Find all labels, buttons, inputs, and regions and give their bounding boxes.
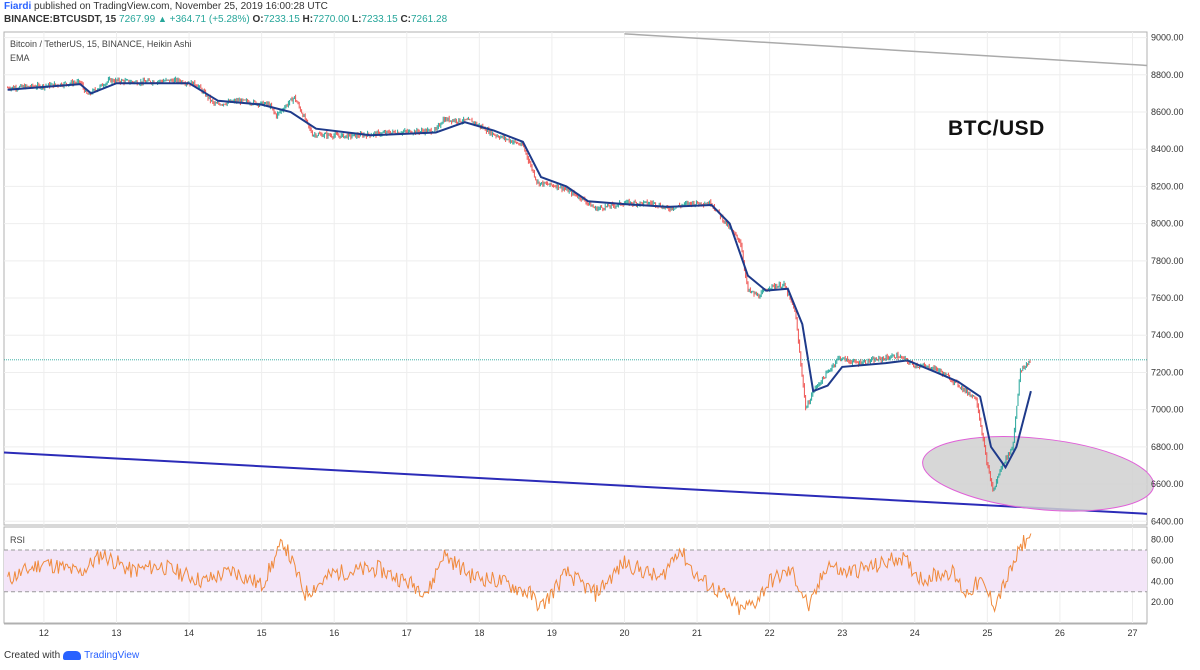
time-tick-label: 22 xyxy=(765,628,775,638)
price-tick-label: 8800.00 xyxy=(1151,70,1184,80)
price-tick-label: 8200.00 xyxy=(1151,181,1184,191)
time-tick-label: 16 xyxy=(329,628,339,638)
rsi-line xyxy=(7,533,1032,616)
trend-line-resistance xyxy=(624,33,1148,67)
rsi-axis[interactable]: 20.00 40.00 60.00 80.00 xyxy=(1151,535,1174,608)
rsi-tick-label: 60.00 xyxy=(1151,555,1174,565)
time-axis[interactable]: 12 13 14 15 16 17 18 19 20 21 22 23 24 25 26 27 xyxy=(4,623,1147,638)
rsi-tick-label: 20.00 xyxy=(1151,597,1174,607)
open-value: 7233.15 xyxy=(263,14,300,25)
rsi-tick-label: 40.00 xyxy=(1151,576,1174,586)
author-link[interactable]: Fiardi xyxy=(4,1,32,12)
high-label: H: xyxy=(302,14,314,25)
price-tick-label: 7200.00 xyxy=(1151,367,1184,377)
highlight-ellipse xyxy=(922,436,1155,512)
time-tick-label: 17 xyxy=(402,628,412,638)
time-tick-label: 26 xyxy=(1055,628,1065,638)
ema-series xyxy=(7,82,1032,470)
price-tick-label: 7400.00 xyxy=(1151,330,1184,340)
time-tick-label: 14 xyxy=(184,628,194,638)
time-tick-label: 25 xyxy=(982,628,992,638)
time-tick-label: 23 xyxy=(837,628,847,638)
ema-line xyxy=(7,82,1032,470)
time-tick-label: 27 xyxy=(1127,628,1137,638)
time-tick-label: 21 xyxy=(692,628,702,638)
price-tick-label: 7000.00 xyxy=(1151,405,1184,415)
tradingview-brand[interactable]: TradingView xyxy=(84,650,140,661)
time-tick-label: 24 xyxy=(910,628,920,638)
time-tick-label: 15 xyxy=(257,628,267,638)
price-tick-label: 9000.00 xyxy=(1151,33,1184,43)
price-change: +364.71 (+5.28%) xyxy=(169,14,250,25)
price-tick-label: 6600.00 xyxy=(1151,479,1184,489)
rsi-tick-label: 80.00 xyxy=(1151,535,1174,545)
time-tick-label: 12 xyxy=(39,628,49,638)
open-label: O: xyxy=(252,14,264,25)
highlight-ellipse-shape xyxy=(922,436,1155,512)
last-price: 7267.99 xyxy=(119,14,156,25)
rsi-series xyxy=(7,533,1032,616)
publish-text: published on TradingView.com, November 2… xyxy=(34,1,328,12)
chart-annotation: BTC/USD xyxy=(948,117,1045,140)
symbol-label[interactable]: BINANCE:BTCUSDT, 15 xyxy=(4,14,117,25)
price-tick-label: 8000.00 xyxy=(1151,219,1184,229)
footer: Created with TradingView xyxy=(4,650,139,661)
high-value: 7270.00 xyxy=(313,14,350,25)
time-tick-label: 13 xyxy=(111,628,121,638)
time-tick-label: 18 xyxy=(474,628,484,638)
created-with-text: Created with xyxy=(4,650,61,661)
ohlc-bar: BINANCE:BTCUSDT, 15 7267.99 ▲ +364.71 (+… xyxy=(4,13,447,26)
low-value: 7233.15 xyxy=(361,14,398,25)
close-value: 7261.28 xyxy=(411,14,448,25)
time-tick-label: 19 xyxy=(547,628,557,638)
price-axis[interactable]: 6400.00 6600.00 6800.00 7000.00 7200.00 7400.… xyxy=(1151,33,1184,527)
price-pane-title: Bitcoin / TetherUS, 15, BINANCE, Heikin … xyxy=(10,39,191,49)
publish-info: Fiardi published on TradingView.com, Nov… xyxy=(4,1,328,13)
rsi-band xyxy=(4,549,1147,593)
tradingview-logo-icon[interactable] xyxy=(63,651,82,660)
time-tick-label: 20 xyxy=(619,628,629,638)
price-tick-label: 6400.00 xyxy=(1151,516,1184,526)
low-label: L: xyxy=(352,14,362,25)
price-tick-label: 7800.00 xyxy=(1151,256,1184,266)
price-tick-label: 8600.00 xyxy=(1151,107,1184,117)
up-arrow-icon: ▲ xyxy=(157,14,167,24)
rsi-band-fill xyxy=(4,549,1147,592)
price-tick-label: 7600.00 xyxy=(1151,293,1184,303)
trend-lines xyxy=(3,33,1148,515)
close-label: C: xyxy=(400,14,411,25)
ema-legend: EMA xyxy=(10,53,30,63)
price-tick-label: 8400.00 xyxy=(1151,144,1184,154)
trend-line-support xyxy=(3,451,1148,515)
price-tick-label: 6800.00 xyxy=(1151,442,1184,452)
rsi-pane-title: RSI xyxy=(10,535,25,545)
